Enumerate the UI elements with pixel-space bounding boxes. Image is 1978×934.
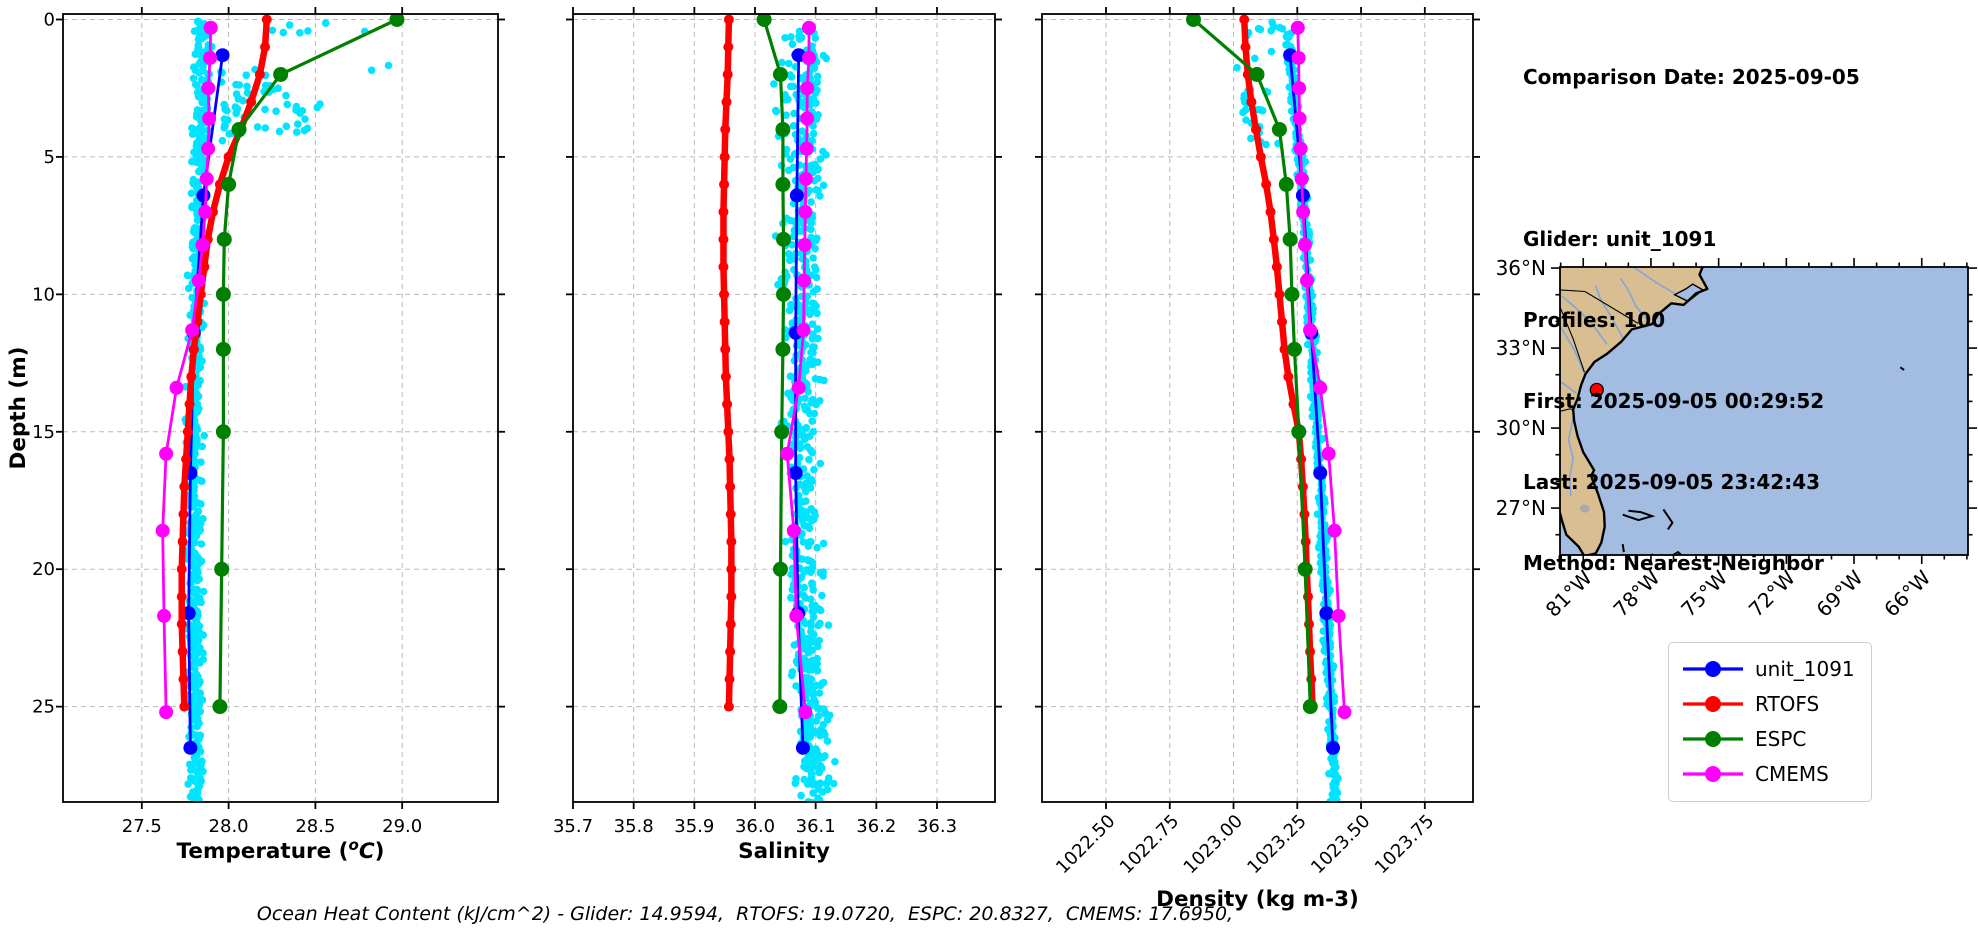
legend-line-marker-icon (1683, 765, 1743, 782)
pamlico-sound (1673, 283, 1705, 303)
first-profile-time-text: First: 2025-09-05 00:29:52 (1523, 389, 1825, 413)
river-line (1560, 325, 1586, 374)
svg-text:15: 15 (32, 422, 55, 443)
salinity-tick-labels: 35.7 35.8 35.9 36.0 36.1 36.2 36.3 (553, 816, 957, 837)
river-line (1561, 295, 1608, 345)
svg-text:1023.75: 1023.75 (1371, 811, 1438, 878)
density-glider-scatter (1233, 18, 1342, 802)
density-axis-label: Density (kg m-3) (1156, 887, 1359, 912)
temperature-tick-labels: 27.5 28.0 28.5 29.0 (122, 816, 422, 837)
river-line (1567, 417, 1574, 497)
svg-text:1023.00: 1023.00 (1180, 811, 1247, 878)
legend-label: RTOFS (1755, 691, 1820, 716)
river-line (1632, 267, 1676, 295)
svg-text:35.9: 35.9 (674, 816, 714, 837)
legend-label: CMEMS (1755, 761, 1829, 786)
svg-text:1023.50: 1023.50 (1307, 811, 1374, 878)
comparison-info-block: Comparison Date: 2025-09-05 Glider: unit… (1523, 10, 1860, 631)
svg-text:36.2: 36.2 (856, 816, 896, 837)
cmems-density-line (1290, 20, 1352, 720)
svg-text:36.3: 36.3 (917, 816, 957, 837)
svg-text:36.1: 36.1 (796, 816, 836, 837)
svg-text:25: 25 (32, 697, 55, 718)
land-area (1560, 267, 1708, 555)
river-line (1560, 380, 1577, 395)
svg-text:1022.75: 1022.75 (1116, 811, 1183, 878)
lake-okeechobee (1579, 504, 1590, 513)
legend-item-espc: ESPC (1681, 721, 1855, 756)
svg-text:0: 0 (44, 9, 55, 30)
temperature-axis-label: Temperature (oC) (177, 836, 385, 864)
temperature-grid (63, 14, 498, 802)
espc-temperature-line (212, 14, 405, 715)
island-outline (1621, 543, 1625, 553)
legend-label: ESPC (1755, 726, 1807, 751)
map-ticks (1551, 258, 1977, 564)
svg-text:36.0: 36.0 (735, 816, 775, 837)
legend-label: unit_1091 (1755, 656, 1855, 681)
svg-text:1022.50: 1022.50 (1052, 811, 1119, 878)
cmems-temperature-line (155, 20, 218, 720)
method-text: Method: Nearest-Neighbor (1523, 551, 1824, 575)
rtofs-salinity-line (718, 14, 737, 712)
profiles-count-text: Profiles: 100 (1523, 308, 1666, 332)
svg-text:1023.25: 1023.25 (1243, 811, 1310, 878)
svg-text:36°N: 36°N (1496, 256, 1546, 280)
legend-line-marker-icon (1683, 660, 1743, 677)
legend-item-cmems: CMEMS (1681, 756, 1855, 791)
salinity-ticks (566, 7, 1002, 809)
island-outline (1622, 509, 1656, 522)
info-spacer (1523, 145, 1860, 172)
glider-name-text: Glider: unit_1091 (1523, 227, 1717, 251)
svg-text:27.5: 27.5 (122, 816, 162, 837)
legend-line-marker-icon (1683, 695, 1743, 712)
svg-text:10: 10 (32, 284, 55, 305)
cmems-salinity-line (780, 20, 816, 720)
espc-density-line (1185, 14, 1318, 715)
svg-text:5: 5 (44, 147, 55, 168)
espc-salinity-line (756, 14, 792, 715)
svg-text:29.0: 29.0 (382, 816, 422, 837)
state-border-line (1560, 305, 1585, 373)
density-tick-labels: 1022.501022.751023.001023.251023.501023.… (1052, 811, 1438, 878)
svg-text:35.7: 35.7 (553, 816, 593, 837)
legend-item-rtofs: RTOFS (1681, 686, 1855, 721)
island-outline (1899, 366, 1905, 371)
svg-text:35.8: 35.8 (614, 816, 654, 837)
density-ticks (1035, 7, 1480, 809)
salinity-panel: 35.7 35.8 35.9 36.0 36.1 36.2 36.3 Salinity (553, 7, 1002, 864)
state-border-line (1560, 289, 1639, 324)
last-profile-time-text: Last: 2025-09-05 23:42:43 (1523, 470, 1821, 494)
svg-text:28.0: 28.0 (209, 816, 249, 837)
svg-text:27°N: 27°N (1496, 496, 1546, 520)
comparison-date-text: Comparison Date: 2025-09-05 (1523, 65, 1860, 89)
density-panel: 1022.501022.751023.001023.251023.501023.… (1035, 7, 1480, 912)
river-line (1594, 285, 1624, 338)
location-map: 36°N33°N30°N27°N81°W 78°W 75°W 72°W 69°W 66°W (1496, 256, 1977, 622)
river-line (1619, 278, 1651, 324)
ocean-heat-content-caption: Ocean Heat Content (kJ/cm^2) - Glider: 1… (256, 903, 1234, 925)
svg-text:66°W: 66°W (1879, 565, 1935, 621)
coastline (1560, 267, 1709, 555)
svg-text:30°N: 30°N (1496, 416, 1546, 440)
svg-text:33°N: 33°N (1496, 336, 1546, 360)
salinity-axis-label: Salinity (738, 839, 830, 864)
legend-item-unit_1091: unit_1091 (1681, 651, 1855, 686)
svg-text:28.5: 28.5 (295, 816, 335, 837)
island-outline (1671, 550, 1683, 555)
svg-text:20: 20 (32, 559, 55, 580)
depth-axis-label: Depth (m) (6, 347, 31, 470)
temperature-glider-scatter (181, 17, 393, 802)
temperature-ticks (56, 7, 505, 809)
legend: unit_1091 RTOFS ESPC CMEMS (1668, 642, 1872, 802)
legend-line-marker-icon (1683, 730, 1743, 747)
glider-location-marker (1589, 382, 1604, 398)
island-outline (1662, 508, 1674, 530)
depth-axis-labels: 0 5 10 15 20 25 (32, 9, 55, 717)
